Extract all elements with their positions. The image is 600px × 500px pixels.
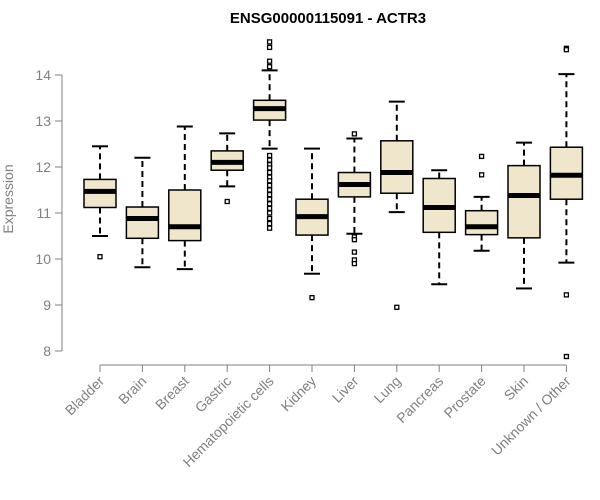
chart-title: ENSG00000115091 - ACTR3 bbox=[230, 10, 426, 27]
outlier-point bbox=[266, 196, 273, 202]
x-tick-label: Unknown / Other bbox=[488, 373, 574, 459]
outlier-point bbox=[266, 215, 273, 222]
outlier-point bbox=[266, 210, 273, 216]
outlier-point bbox=[266, 64, 273, 70]
y-tick-label: 11 bbox=[36, 205, 51, 221]
box-hematopoietic-cells bbox=[252, 39, 287, 231]
box-lung bbox=[380, 100, 414, 310]
outlier-point bbox=[266, 187, 273, 193]
x-tick-label: Bladder bbox=[62, 373, 108, 419]
box-group bbox=[83, 39, 584, 360]
box-pancreas bbox=[422, 169, 456, 286]
iqr-box bbox=[168, 189, 202, 242]
y-tick-label: 10 bbox=[35, 251, 51, 267]
y-tick-label: 12 bbox=[35, 159, 51, 175]
y-tick-label: 13 bbox=[35, 113, 51, 129]
y-tick-label: 14 bbox=[35, 67, 51, 83]
outlier-point bbox=[563, 353, 570, 360]
x-tick-label: Breast bbox=[152, 373, 192, 413]
outlier-point bbox=[351, 249, 358, 255]
y-axis-label: Expression bbox=[0, 164, 16, 233]
box-skin bbox=[507, 141, 541, 290]
box-gastric bbox=[210, 132, 244, 205]
x-tick-label: Prostate bbox=[441, 373, 489, 421]
x-tick-label: Skin bbox=[501, 373, 532, 404]
box-prostate bbox=[464, 153, 499, 252]
outlier-point bbox=[266, 169, 273, 176]
outlier-point bbox=[266, 201, 273, 207]
iqr-box bbox=[464, 209, 499, 236]
outlier-point bbox=[351, 237, 358, 243]
box-unknown-other bbox=[549, 45, 584, 360]
outlier-point bbox=[266, 152, 273, 159]
y-tick-label: 9 bbox=[43, 297, 51, 313]
outlier-point bbox=[224, 198, 230, 205]
outlier-point bbox=[266, 44, 273, 51]
outlier-point bbox=[266, 182, 273, 189]
outlier-point bbox=[266, 191, 273, 198]
x-tick-label: Kidney bbox=[278, 373, 320, 415]
box-breast bbox=[168, 125, 202, 271]
x-tick-label: Brain bbox=[115, 373, 149, 407]
iqr-box bbox=[380, 140, 414, 194]
outlier-point bbox=[266, 220, 273, 227]
outlier-point bbox=[266, 178, 273, 184]
outlier-point bbox=[563, 47, 570, 53]
box-kidney bbox=[295, 147, 329, 301]
x-tick-label: Pancreas bbox=[393, 373, 446, 426]
y-tick-label: 8 bbox=[43, 343, 51, 359]
box-liver bbox=[337, 131, 372, 267]
y-axis: 8 9 10 11 12 13 14 bbox=[35, 67, 63, 359]
outlier-point bbox=[266, 58, 273, 64]
outlier-point bbox=[351, 131, 358, 137]
outlier-point bbox=[266, 157, 273, 163]
box-bladder bbox=[83, 145, 117, 260]
outlier-point bbox=[266, 205, 273, 212]
iqr-box bbox=[125, 206, 160, 240]
iqr-box bbox=[507, 164, 541, 239]
x-tick-label: Lung bbox=[371, 373, 404, 406]
outlier-point bbox=[266, 225, 273, 231]
outlier-point bbox=[351, 260, 358, 267]
outlier-point bbox=[394, 304, 400, 310]
outlier-point bbox=[266, 39, 273, 45]
outlier-point bbox=[478, 172, 485, 178]
outlier-point bbox=[266, 165, 273, 171]
outlier-point bbox=[309, 294, 315, 301]
outlier-point bbox=[478, 153, 485, 160]
x-tick-label: Liver bbox=[329, 373, 362, 406]
outlier-point bbox=[563, 292, 570, 298]
outlier-point bbox=[97, 254, 103, 260]
box-brain bbox=[125, 156, 160, 269]
